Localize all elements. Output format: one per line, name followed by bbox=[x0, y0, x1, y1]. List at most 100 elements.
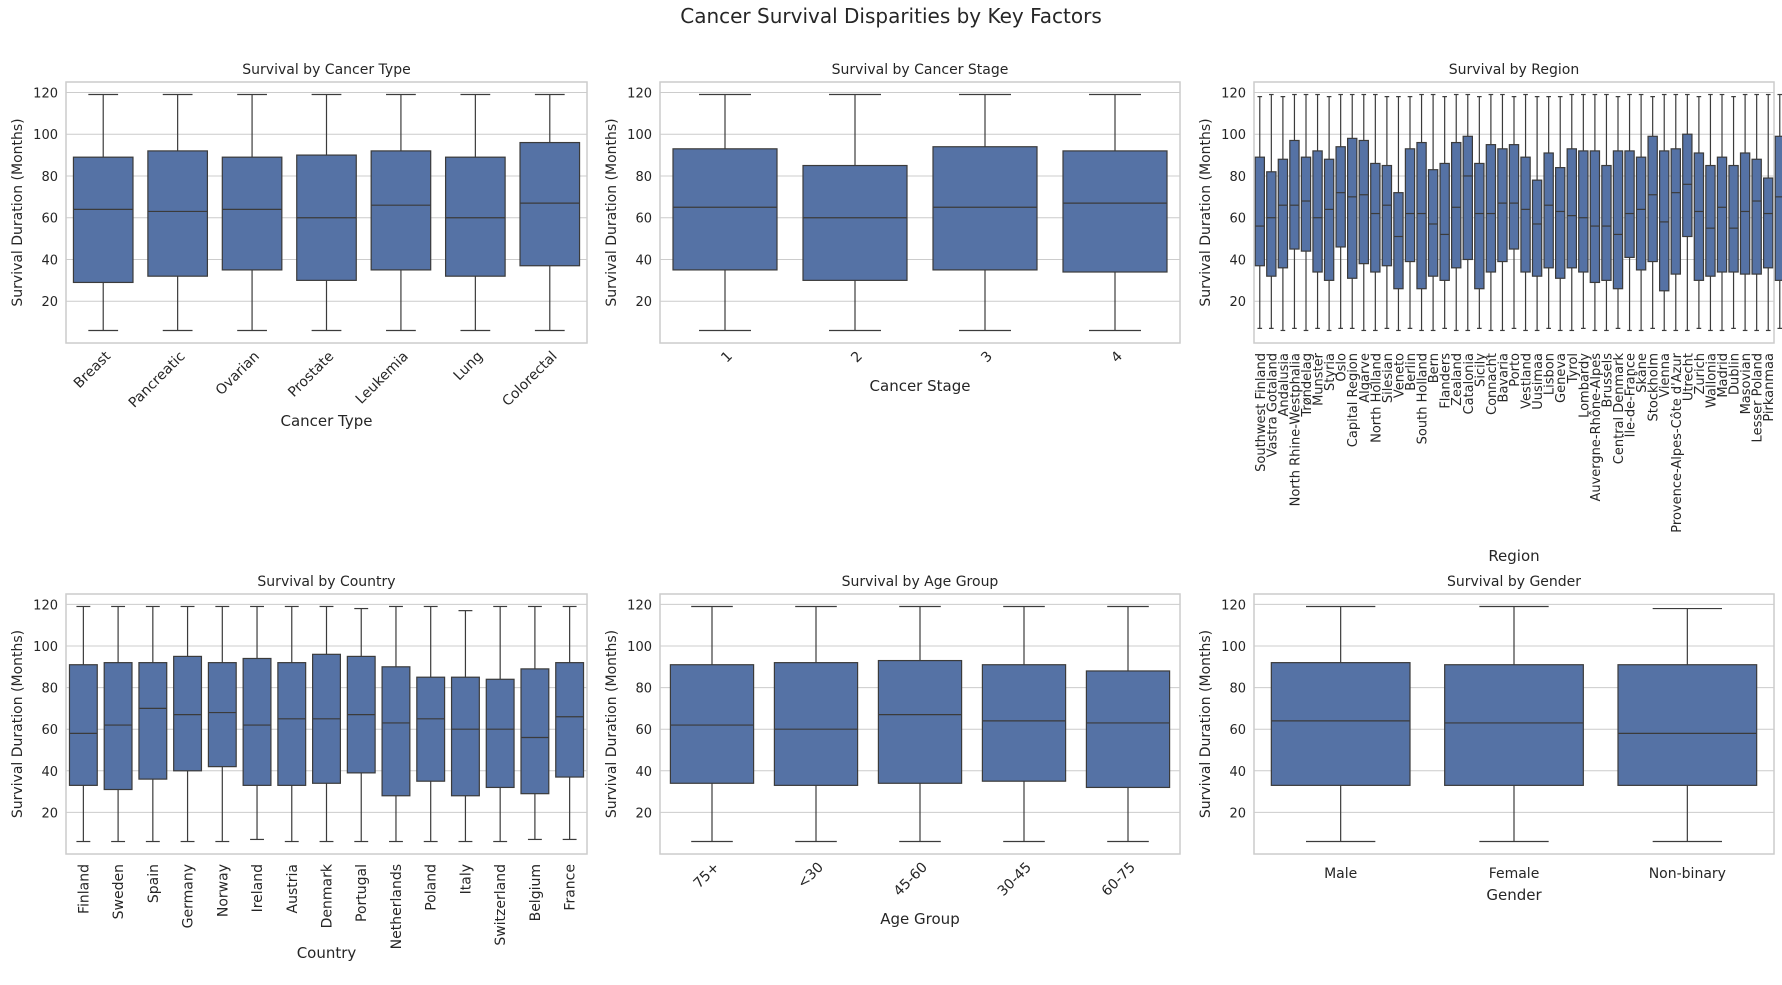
chart-title: Survival by Gender bbox=[1447, 574, 1581, 590]
box-region-44 bbox=[1762, 93, 1774, 332]
box-iqr bbox=[519, 141, 581, 267]
box-region-27 bbox=[1566, 93, 1577, 332]
box-iqr bbox=[802, 164, 908, 281]
x-tick-label: Non-binary bbox=[1649, 866, 1726, 882]
chart-cancer-type: 20 40 60 80 100 120 Survival by Cancer Type Sur… bbox=[10, 62, 588, 430]
x-tick-label: Tyrol bbox=[1566, 353, 1581, 384]
x-tick-label: Portugal bbox=[354, 864, 370, 922]
box-iqr bbox=[520, 668, 550, 795]
box-region-19 bbox=[1474, 96, 1485, 329]
box-region-33 bbox=[1635, 93, 1647, 332]
box-region-37 bbox=[1682, 93, 1693, 332]
box-cancer-stage-0 bbox=[672, 93, 778, 332]
box-region-23 bbox=[1520, 93, 1531, 332]
x-tick-label: Porto bbox=[1508, 353, 1523, 387]
y-tick-label: 40 bbox=[635, 765, 652, 780]
chart-age-group: 20 40 60 80 100 120 Survival by Age Group Survi… bbox=[604, 574, 1181, 928]
plot-frame bbox=[1253, 81, 1775, 344]
box-region-2 bbox=[1277, 96, 1289, 332]
y-tick-label: 60 bbox=[1229, 212, 1246, 227]
box-iqr bbox=[1617, 664, 1758, 786]
box-region-9 bbox=[1358, 93, 1369, 332]
x-tick-label: <30 bbox=[795, 860, 827, 892]
y-tick-label: 100 bbox=[1221, 128, 1246, 143]
x-tick-label: Madrid bbox=[1716, 353, 1731, 398]
x-tick-label: Veneto bbox=[1392, 353, 1407, 398]
x-tick-label: Auvergne-Rhône-Alpes bbox=[1589, 353, 1604, 502]
box-age-group-3 bbox=[981, 605, 1067, 843]
y-axis-label: Survival Duration (Months) bbox=[604, 118, 620, 306]
box-region-45 bbox=[1774, 93, 1782, 329]
box-cancer-type-4 bbox=[370, 93, 432, 332]
box-iqr bbox=[1612, 150, 1624, 290]
box-region-16 bbox=[1439, 96, 1450, 329]
box-region-32 bbox=[1624, 93, 1635, 332]
box-iqr bbox=[1062, 150, 1168, 273]
y-tick-label: 20 bbox=[1229, 806, 1246, 821]
box-iqr bbox=[1647, 135, 1658, 263]
box-country-7 bbox=[312, 605, 341, 843]
box-iqr bbox=[1554, 167, 1566, 279]
x-tick-label: Uusimaa bbox=[1531, 353, 1546, 410]
x-tick-label: Styria bbox=[1323, 353, 1338, 391]
x-tick-label: Berlin bbox=[1404, 353, 1419, 391]
box-iqr bbox=[1254, 156, 1265, 267]
box-country-2 bbox=[138, 605, 168, 843]
x-tick-label: Female bbox=[1489, 866, 1540, 882]
x-tick-label: Leukemia bbox=[353, 349, 412, 408]
box-iqr bbox=[1277, 158, 1289, 269]
box-age-group-0 bbox=[669, 605, 755, 843]
box-iqr bbox=[1474, 162, 1485, 290]
x-tick-label: Ovarian bbox=[213, 349, 263, 399]
y-tick-label: 100 bbox=[627, 640, 652, 655]
chart-region: 20 40 60 80 100 120 Survival by Region Survival… bbox=[1198, 62, 1782, 565]
chart-title: Survival by Cancer Type bbox=[242, 62, 410, 78]
x-axis-label: Region bbox=[1488, 547, 1539, 565]
plot-frame bbox=[65, 81, 588, 344]
plot-frame bbox=[659, 593, 1181, 855]
box-iqr bbox=[147, 150, 209, 277]
x-tick-label: Switzerland bbox=[493, 864, 509, 946]
x-axis-label: Cancer Stage bbox=[870, 377, 971, 395]
x-tick-label: Belgium bbox=[528, 864, 544, 921]
box-region-4 bbox=[1300, 93, 1312, 332]
box-iqr bbox=[242, 657, 272, 786]
plot-frame bbox=[65, 593, 588, 855]
box-iqr bbox=[555, 662, 585, 778]
box-iqr bbox=[981, 664, 1067, 782]
box-region-13 bbox=[1404, 96, 1416, 329]
x-tick-label: Munster bbox=[1312, 352, 1327, 406]
y-axis-label: Survival Duration (Months) bbox=[604, 630, 620, 818]
x-axis-label: Age Group bbox=[880, 910, 959, 928]
box-iqr bbox=[1705, 164, 1716, 277]
box-iqr bbox=[1658, 150, 1670, 292]
box-iqr bbox=[68, 664, 98, 786]
box-iqr bbox=[416, 676, 446, 782]
box-cancer-type-6 bbox=[519, 93, 581, 332]
box-region-31 bbox=[1612, 96, 1624, 329]
box-cancer-stage-2 bbox=[932, 93, 1038, 332]
box-iqr bbox=[444, 156, 506, 277]
y-tick-label: 120 bbox=[1221, 86, 1246, 101]
box-iqr bbox=[1751, 158, 1762, 275]
box-country-1 bbox=[103, 605, 133, 843]
y-tick-label: 100 bbox=[627, 128, 652, 143]
chart-title: Survival by Cancer Stage bbox=[832, 62, 1009, 78]
y-tick-label: 40 bbox=[41, 765, 58, 780]
box-iqr bbox=[1589, 150, 1601, 284]
box-iqr bbox=[1762, 177, 1774, 269]
x-tick-label: Stockholm bbox=[1647, 353, 1662, 421]
box-region-1 bbox=[1266, 93, 1277, 329]
box-iqr bbox=[221, 156, 283, 271]
y-tick-label: 120 bbox=[627, 86, 652, 101]
x-tick-label: Central Denmark bbox=[1612, 353, 1627, 465]
box-iqr bbox=[72, 156, 134, 284]
box-country-6 bbox=[277, 605, 307, 843]
box-gender-1 bbox=[1444, 605, 1584, 843]
chart-country: 20 40 60 80 100 120 Survival by Country Surviva… bbox=[10, 574, 588, 962]
box-iqr bbox=[1416, 141, 1427, 290]
x-tick-label: Sweden bbox=[111, 864, 127, 919]
x-tick-label: Prostate bbox=[285, 349, 337, 401]
y-tick-label: 40 bbox=[41, 253, 58, 268]
box-country-8 bbox=[346, 607, 376, 843]
